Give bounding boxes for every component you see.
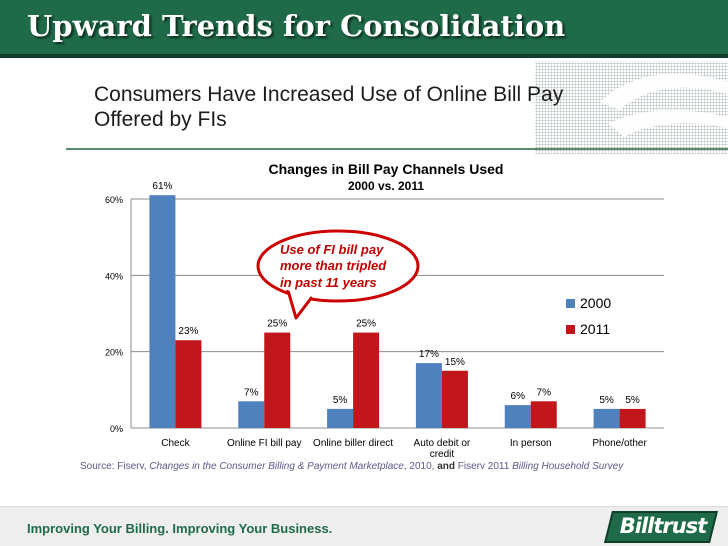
slide-title: Upward Trends for Consolidation (27, 9, 566, 43)
source-title2: Billing Household Survey (512, 461, 624, 472)
x-tick-label: Check (161, 438, 190, 449)
swoosh-decoration (600, 73, 728, 137)
source-prefix: Source: Fiserv, (80, 461, 150, 472)
y-tick-label: 20% (105, 348, 123, 358)
source-note: Source: Fiserv, Changes in the Consumer … (80, 461, 680, 472)
bar-2000 (238, 401, 265, 428)
callout-bubble: Use of FI bill pay more than tripled in … (256, 229, 420, 320)
chart-subtitle: 2000 vs. 2011 (348, 179, 424, 193)
bars (149, 195, 646, 428)
data-label: 6% (511, 391, 526, 402)
data-label: 15% (445, 357, 465, 368)
legend-label-2011: 2011 (580, 321, 610, 337)
bar-chart: 61% 23% 7% 25% 5% 25% 17% 15% 6% 7% 5% 5% 0% 20% 40% 6… (105, 161, 664, 460)
data-labels: 61% 23% 7% 25% 5% 25% 17% 15% 6% 7% 5% 5% (152, 181, 640, 406)
source-and: and (437, 461, 455, 472)
data-label: 25% (267, 319, 287, 330)
source-suffix: Fiserv 2011 (455, 461, 513, 472)
callout-line2: more than tripled (280, 258, 387, 273)
legend-swatch-2000 (566, 299, 575, 308)
x-tick-label: Online FI bill pay (227, 438, 301, 449)
title-bar: Upward Trends for Consolidation (0, 0, 728, 58)
y-tick-label: 0% (110, 424, 123, 434)
x-tick-label: In person (510, 438, 552, 449)
billtrust-logo-text: Billtrust (619, 514, 707, 538)
x-tick-label: Phone/other (592, 438, 647, 449)
x-tick-label: Auto debit or credit (414, 438, 471, 460)
bar-2011 (530, 401, 557, 428)
data-label: 7% (244, 387, 259, 398)
footer-tagline: Improving Your Billing. Improving Your B… (27, 521, 333, 536)
legend-swatch-2011 (566, 325, 575, 334)
slide-subtitle-line2: Offered by FIs (94, 108, 227, 131)
footer-bar: Improving Your Billing. Improving Your B… (0, 506, 728, 546)
callout-line1: Use of FI bill pay (280, 242, 384, 257)
source-mid: , 2010, (403, 461, 438, 472)
bar-2011 (264, 332, 291, 428)
title-bar-underline (0, 54, 728, 58)
bar-2000 (327, 408, 354, 428)
callout-line3: in past 11 years (280, 275, 377, 290)
bar-2011 (619, 408, 646, 428)
bar-2000 (504, 405, 531, 428)
data-label: 5% (625, 395, 640, 406)
bar-2000 (415, 363, 442, 428)
y-tick-label: 60% (105, 195, 123, 205)
source-title1: Changes in the Consumer Billing & Paymen… (149, 461, 404, 472)
grid-lines (131, 198, 664, 429)
data-label: 23% (178, 326, 198, 337)
bar-2000 (149, 195, 176, 428)
y-tick-label: 40% (105, 271, 123, 281)
data-label: 5% (599, 395, 614, 406)
slide-subtitle: Consumers Have Increased Use of Online B… (94, 82, 584, 132)
bar-2011 (175, 340, 202, 428)
x-tick-label: Online biller direct (313, 438, 393, 449)
legend-label-2000: 2000 (580, 295, 611, 311)
data-label: 25% (356, 319, 376, 330)
data-label: 61% (152, 181, 172, 192)
chart-title: Changes in Bill Pay Channels Used (269, 161, 504, 177)
slide-subtitle-line1: Consumers Have Increased Use of Online B… (94, 83, 564, 106)
axes: 0% 20% 40% 60% Check Online FI bill pay Online… (105, 195, 648, 460)
bar-2000 (593, 408, 620, 428)
legend: 2000 2011 (566, 295, 611, 337)
bar-2011 (353, 332, 380, 428)
bar-2011 (441, 370, 468, 428)
data-label: 7% (537, 387, 552, 398)
divider-rule (66, 148, 728, 150)
data-label: 17% (419, 349, 439, 360)
data-label: 5% (333, 395, 348, 406)
